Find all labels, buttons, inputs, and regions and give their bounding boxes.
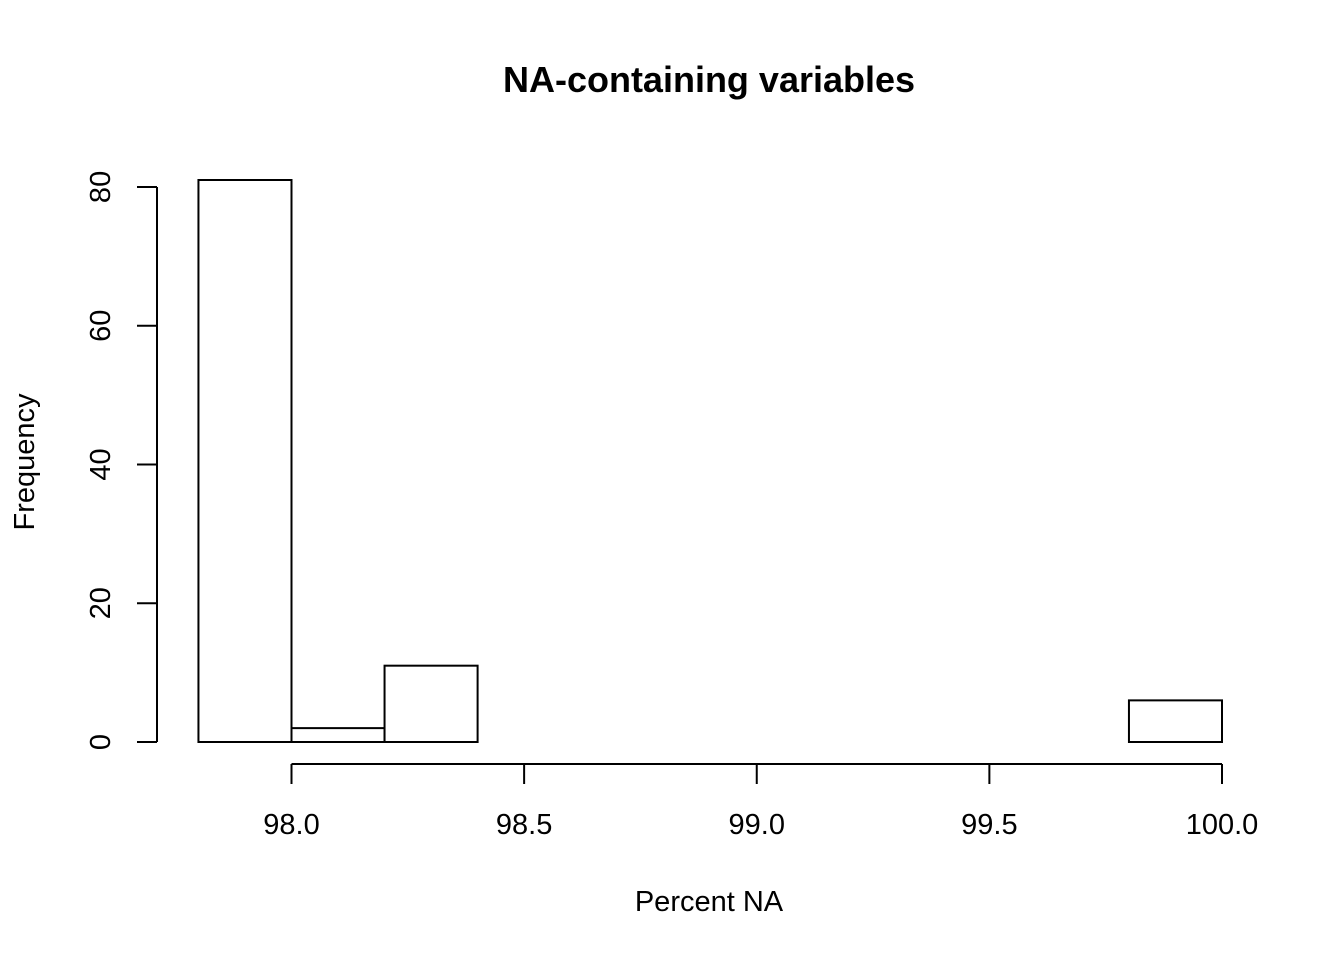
histogram-bar-2 [383,664,479,743]
y-tick-label: 60 [85,310,117,342]
histogram-bar-10 [1127,699,1223,743]
y-axis: 0 20 40 60 80 [85,171,158,750]
x-tick-label: 98.5 [496,809,552,841]
histogram-bar-1 [290,727,386,744]
y-tick-label: 80 [85,171,117,203]
x-axis: 98.0 98.5 99.0 99.5 100.0 [263,763,1259,841]
x-tick-label: 98.0 [263,809,319,841]
x-tick-label: 99.5 [961,809,1017,841]
y-axis-label: Frequency [9,393,41,531]
histogram-bar-0 [197,179,293,743]
x-tick-label: 100.0 [1186,809,1259,841]
y-tick-label: 40 [85,448,117,480]
y-tick-label: 0 [85,734,117,750]
chart-title: NA-containing variables [503,59,915,100]
histogram-bars [197,179,1223,744]
x-tick-label: 99.0 [729,809,785,841]
x-axis-label: Percent NA [635,886,784,918]
y-tick-label: 20 [85,587,117,619]
